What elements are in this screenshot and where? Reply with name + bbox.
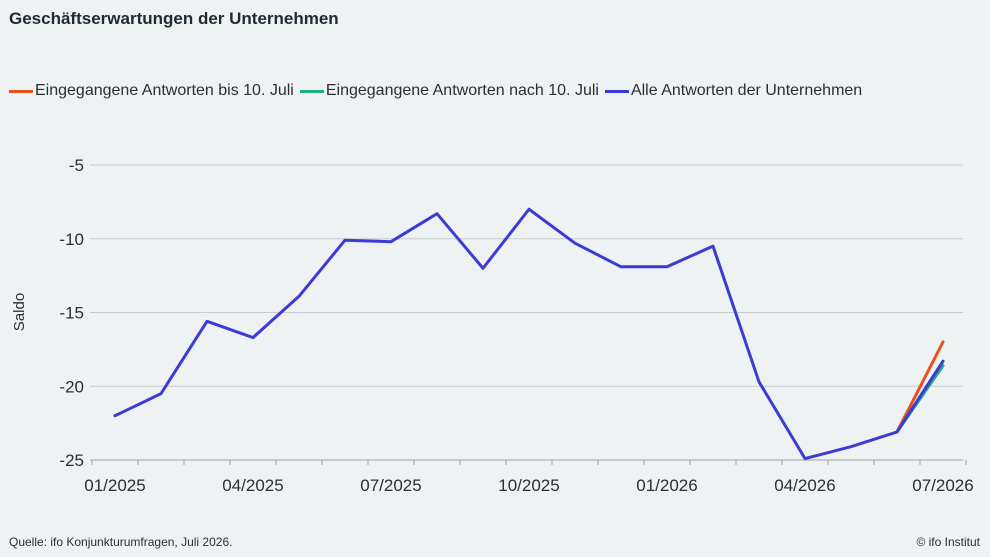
x-tick-label: 01/2026 [636, 476, 697, 495]
x-tick-label: 04/2025 [222, 476, 283, 495]
legend-label: Eingegangene Antworten bis 10. Juli [35, 82, 294, 99]
y-tick-label: -20 [59, 377, 84, 396]
legend-label: Eingegangene Antworten nach 10. Juli [325, 82, 599, 99]
legend-label: Alle Antworten der Unternehmen [630, 82, 863, 99]
y-tick-label: -25 [59, 451, 84, 470]
chart-series [113, 207, 945, 461]
y-tick-label: -10 [59, 230, 84, 249]
series-line-2 [113, 207, 945, 461]
legend-item-bis-10-juli: Eingegangene Antworten bis 10. Juli [9, 82, 294, 100]
legend-item-alle-antworten: Alle Antworten der Unternehmen [604, 82, 863, 100]
legend-swatch-blue [604, 89, 629, 93]
x-tick-label: 10/2025 [498, 476, 559, 495]
y-axis: -5 -10 -15 -20 -25 [59, 156, 84, 470]
x-tick-label: 01/2025 [84, 476, 145, 495]
source-note: Quelle: ifo Konjunkturumfragen, Juli 202… [9, 535, 233, 549]
x-tick-label: 07/2026 [912, 476, 973, 495]
series-line-0 [895, 340, 945, 434]
y-axis-label: Saldo [11, 293, 28, 331]
chart-title: Geschäftserwartungen der Unternehmen [9, 9, 339, 28]
x-tick-label: 07/2025 [360, 476, 421, 495]
copyright-note: © ifo Institut [916, 535, 980, 549]
y-tick-label: -15 [59, 304, 84, 323]
legend-swatch-orange [9, 89, 33, 93]
legend-item-nach-10-juli: Eingegangene Antworten nach 10. Juli [299, 82, 599, 100]
chart-grid [90, 164, 963, 461]
chart-legend: Eingegangene Antworten bis 10. Juli Eing… [9, 82, 868, 100]
y-tick-label: -5 [69, 156, 84, 175]
x-tick-label: 04/2026 [774, 476, 835, 495]
legend-swatch-green [299, 89, 324, 93]
x-axis: 01/2025 04/2025 07/2025 10/2025 01/2026 04/20… [84, 460, 974, 495]
